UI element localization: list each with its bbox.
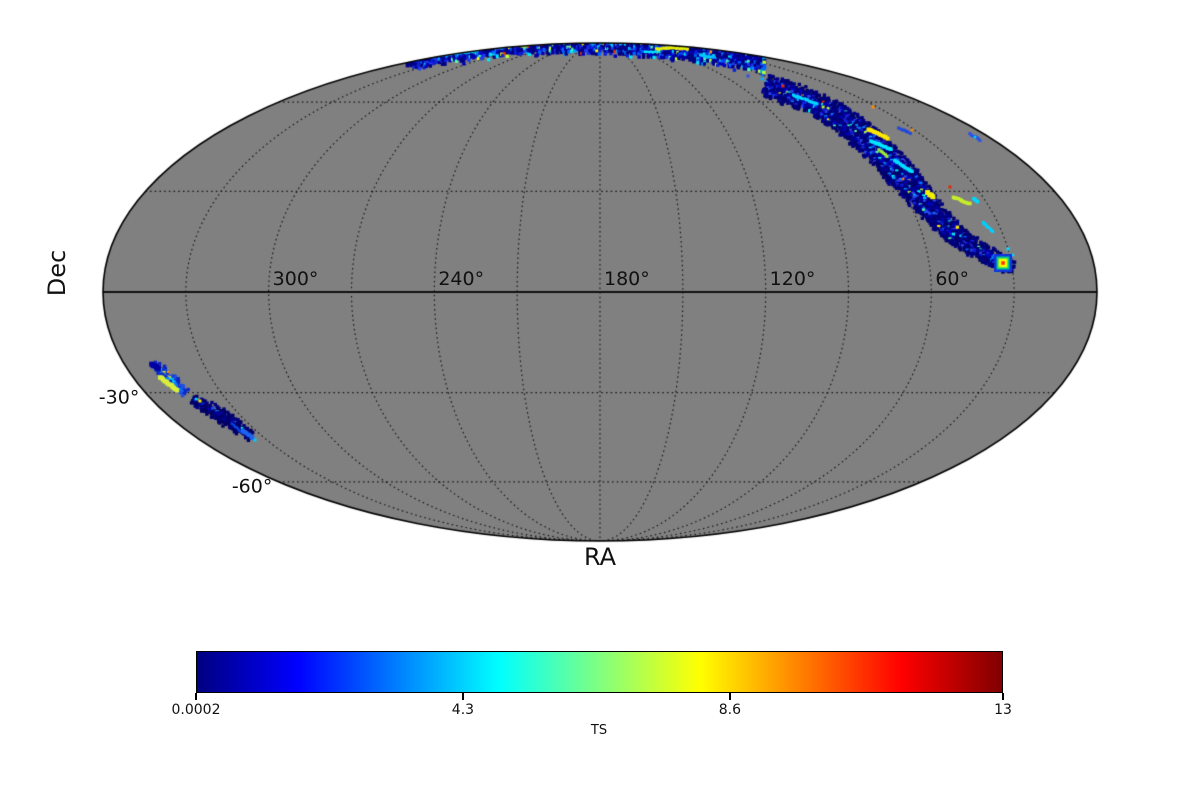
- colorbar-gradient: [196, 651, 1003, 693]
- colorbar-tick-13: [1002, 693, 1004, 700]
- colorbar: 0.0002 4.3 8.6 13 TS: [172, 651, 1012, 741]
- colorbar-tick-8.6: [728, 693, 731, 700]
- dec-tick-label--60: -60°: [231, 475, 273, 498]
- dec-tick-label--30: -30°: [98, 386, 140, 409]
- ra-tick-label-300: 300°: [272, 268, 319, 290]
- colorbar-tick-label-13: 13: [994, 702, 1012, 718]
- ra-tick-label-240: 240°: [438, 268, 485, 290]
- ra-tick-label-180: 180°: [604, 268, 650, 290]
- ra-tick-label-60: 60°: [935, 268, 970, 290]
- colorbar-tick-label-4.3: 4.3: [451, 702, 475, 718]
- ra-axis-label: RA: [583, 543, 617, 571]
- mollweide-skymap-canvas: [0, 0, 1200, 620]
- colorbar-tick-4.3: [461, 693, 464, 700]
- colorbar-tick-label-8.6: 8.6: [718, 702, 741, 718]
- ra-tick-label-120: 120°: [769, 268, 816, 290]
- colorbar-tick-0.0002: [195, 693, 197, 700]
- dec-axis-label: Dec: [43, 249, 71, 297]
- colorbar-tick-label-0.0002: 0.0002: [171, 702, 221, 718]
- colorbar-label: TS: [590, 723, 608, 738]
